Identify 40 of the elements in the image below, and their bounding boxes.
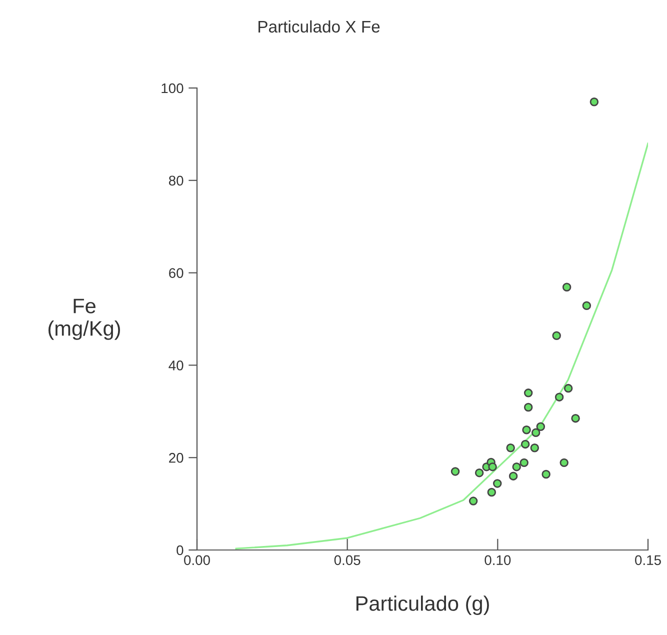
x-tick-label: 0.15 xyxy=(635,555,661,566)
x-tick-label: 0.10 xyxy=(484,555,511,566)
point xyxy=(582,301,592,310)
point xyxy=(562,282,572,292)
point xyxy=(487,488,496,497)
x-axis-title: Particulado (g) xyxy=(356,596,489,616)
point xyxy=(531,428,540,438)
point xyxy=(450,467,460,476)
point xyxy=(508,472,518,480)
point xyxy=(542,470,550,479)
line-series xyxy=(235,142,648,550)
y-tick-label: 40 xyxy=(168,360,184,370)
chart-title: Particulado X Fe xyxy=(258,20,380,33)
point xyxy=(488,462,497,472)
point xyxy=(564,384,573,393)
point xyxy=(554,392,564,402)
point xyxy=(524,388,533,398)
point xyxy=(520,458,528,468)
point xyxy=(590,97,599,106)
y-tick-label: 80 xyxy=(168,176,184,186)
point xyxy=(524,402,533,412)
x-tick-label: 0.05 xyxy=(334,555,360,566)
point xyxy=(520,440,530,449)
point xyxy=(571,414,580,423)
point xyxy=(552,331,561,340)
point xyxy=(492,479,502,488)
point xyxy=(506,444,515,452)
point xyxy=(512,462,521,472)
point xyxy=(530,444,540,452)
y-tick-label: 100 xyxy=(162,83,184,94)
point xyxy=(522,426,531,434)
point xyxy=(560,458,568,468)
y-tick-label: 20 xyxy=(169,452,184,463)
point xyxy=(536,422,546,432)
y-tick-label: 60 xyxy=(169,268,184,278)
x-tick-label: 0.00 xyxy=(184,555,210,566)
point xyxy=(474,468,484,478)
y-tick-label: 0 xyxy=(176,545,184,556)
y-axis-title: Fe (mg/Kg) xyxy=(48,298,120,340)
point xyxy=(468,496,478,506)
